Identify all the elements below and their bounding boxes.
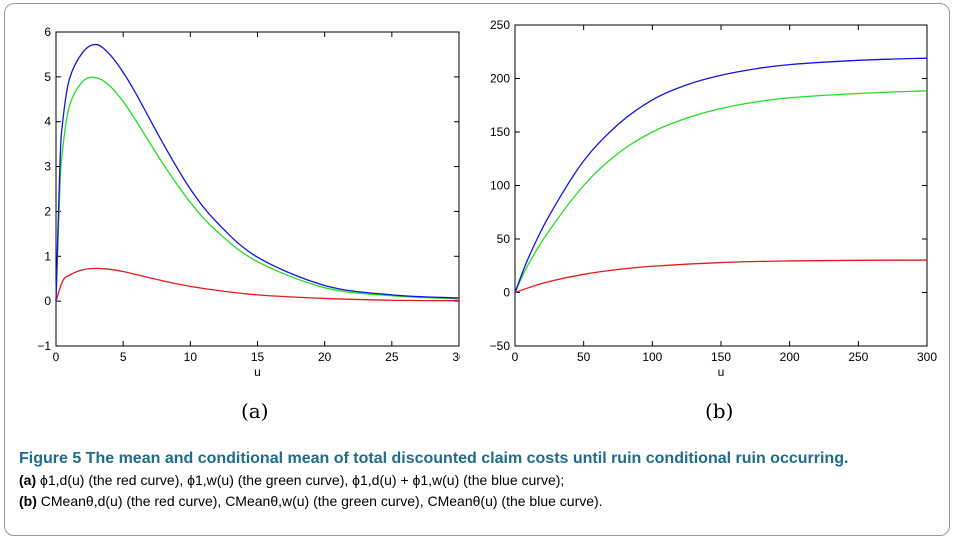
y-tick-label: 0 <box>44 294 51 308</box>
series-line-1 <box>55 76 460 302</box>
subfigure-label-b: (b) <box>705 399 734 423</box>
x-tick-label: 0 <box>512 350 519 364</box>
y-tick-label: 3 <box>44 160 51 174</box>
x-tick-label: 10 <box>184 350 198 364</box>
series-line-2 <box>514 57 928 293</box>
x-tick-label: 50 <box>577 350 591 364</box>
caption-line-a: (a) ϕ1,d(u) (the red curve), ϕ1,w(u) (th… <box>19 470 944 491</box>
x-tick-label: 100 <box>642 350 662 364</box>
y-tick-label: −50 <box>490 339 511 353</box>
x-axis-label: u <box>718 365 725 379</box>
caption-b-text: CMeanθ,d(u) (the red curve), CMeanθ,w(u)… <box>40 493 603 509</box>
series-line-2 <box>55 43 460 302</box>
x-tick-label: 200 <box>780 350 800 364</box>
series-line-0 <box>55 267 460 302</box>
y-tick-label: −1 <box>37 339 51 353</box>
plot-area <box>55 31 460 347</box>
y-tick-label: 150 <box>490 125 510 139</box>
caption-title: Figure 5 The mean and conditional mean o… <box>19 450 849 467</box>
y-tick-label: 1 <box>44 249 51 263</box>
y-tick-label: 2 <box>44 204 51 218</box>
x-axis-label: u <box>254 365 261 379</box>
series-line-0 <box>514 259 928 294</box>
x-tick-label: 5 <box>120 350 127 364</box>
x-tick-label: 15 <box>251 350 265 364</box>
y-tick-label: 250 <box>490 18 510 32</box>
figure-caption: Figure 5 The mean and conditional mean o… <box>19 448 944 512</box>
subfigure-label-a: (a) <box>241 399 269 423</box>
x-tick-label: 250 <box>848 350 868 364</box>
y-tick-label: 100 <box>490 179 510 193</box>
caption-line-b: (b) CMeanθ,d(u) (the red curve), CMeanθ,… <box>19 491 944 512</box>
y-tick-label: 200 <box>490 72 510 86</box>
x-tick-label: 20 <box>318 350 332 364</box>
x-tick-label: 25 <box>385 350 399 364</box>
x-tick-label: 30 <box>452 350 460 364</box>
caption-a-text: ϕ1,d(u) (the red curve), ϕ1,w(u) (the gr… <box>40 472 565 488</box>
y-tick-label: 6 <box>44 25 51 39</box>
figure-frame <box>4 3 950 536</box>
y-tick-label: 50 <box>497 232 511 246</box>
x-tick-label: 150 <box>711 350 731 364</box>
y-tick-label: 0 <box>503 286 510 300</box>
series-line-1 <box>514 90 928 293</box>
caption-a-label: (a) <box>19 472 37 488</box>
plot-area <box>514 24 928 347</box>
x-tick-label: 0 <box>53 350 60 364</box>
caption-b-label: (b) <box>19 493 37 509</box>
y-tick-label: 5 <box>44 70 51 84</box>
y-tick-label: 4 <box>44 115 51 129</box>
x-tick-label: 300 <box>917 350 937 364</box>
